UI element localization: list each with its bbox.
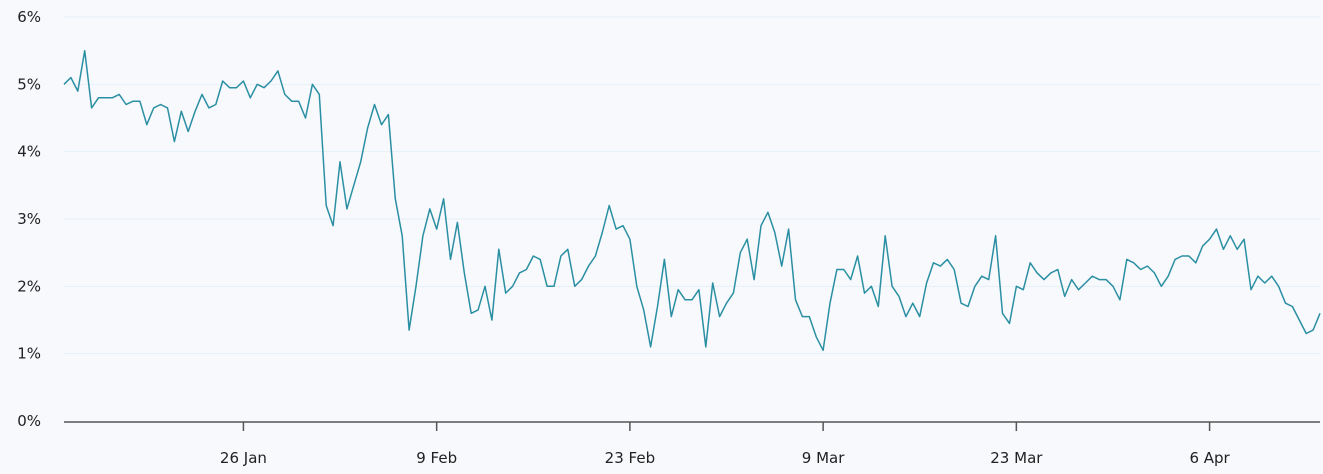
x-tick-label: 6 Apr bbox=[1189, 449, 1230, 467]
y-tick-label: 1% bbox=[17, 345, 41, 363]
gridlines bbox=[64, 16, 1320, 355]
y-tick-label: 0% bbox=[17, 412, 41, 430]
y-tick-label: 4% bbox=[17, 143, 41, 161]
x-tick-label: 9 Mar bbox=[802, 449, 845, 467]
x-tick-label: 23 Mar bbox=[990, 449, 1043, 467]
x-tick-label: 23 Feb bbox=[605, 449, 655, 467]
y-axis: 0% 1% 2% 3% 4% 5% 6% bbox=[17, 8, 1320, 430]
x-tick-label: 26 Jan bbox=[220, 449, 267, 467]
y-tick-label: 5% bbox=[17, 75, 41, 93]
series-line bbox=[63, 49, 1321, 352]
x-axis: 26 Jan 9 Feb 23 Feb 9 Mar 23 Mar 6 Apr bbox=[220, 422, 1231, 467]
y-tick-label: 2% bbox=[17, 277, 41, 295]
x-tick-label: 9 Feb bbox=[416, 449, 457, 467]
y-tick-label: 6% bbox=[17, 8, 41, 26]
series-group bbox=[63, 49, 1321, 352]
y-tick-label: 3% bbox=[17, 210, 41, 228]
